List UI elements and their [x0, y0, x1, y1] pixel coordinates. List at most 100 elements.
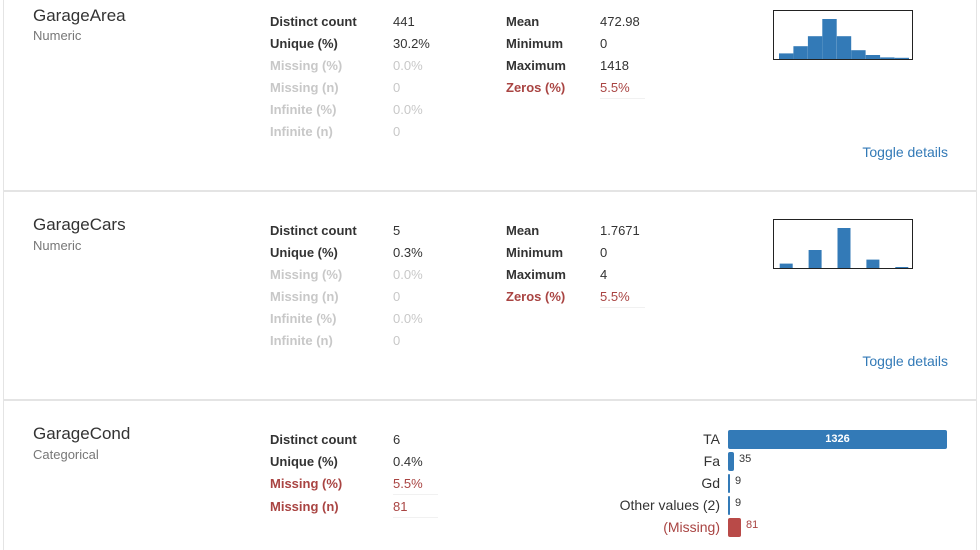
frequency-label: Gd	[701, 475, 720, 491]
stat-value: 5.5%	[600, 76, 645, 99]
stat-row: Mean 1.7671	[506, 219, 645, 241]
stat-label: Missing (%)	[270, 475, 343, 491]
stat-value: 4	[600, 266, 608, 282]
stat-row: Missing (n) 81	[270, 494, 438, 518]
stat-label: Distinct count	[270, 431, 357, 447]
stat-value: 30.2%	[393, 35, 430, 51]
stat-value: 1.7671	[600, 222, 640, 238]
histogram-bar	[894, 57, 909, 59]
frequency-count: 9	[735, 497, 742, 509]
stat-label: Mean	[506, 222, 540, 238]
variable-type: Numeric	[33, 28, 82, 43]
stat-row: Zeros (%) 5.5%	[506, 76, 645, 99]
stat-row: Zeros (%) 5.5%	[506, 285, 645, 308]
stat-value: 0	[600, 35, 608, 51]
stat-value: 0.0%	[393, 57, 423, 73]
frequency-count: 9	[735, 475, 742, 487]
stat-value: 472.98	[600, 13, 640, 29]
stat-value: 0	[393, 288, 401, 304]
frequency-count: 35	[739, 453, 752, 465]
stat-value: 1418	[600, 57, 629, 73]
variable-type: Numeric	[33, 238, 82, 253]
stat-row: Missing (%) 0.0%	[270, 54, 438, 76]
stat-row: Unique (%) 30.2%	[270, 32, 438, 54]
frequency-bar	[728, 452, 734, 471]
variable-name: GarageCond	[33, 424, 131, 443]
stat-label: Infinite (%)	[270, 310, 337, 326]
stats-table-right: Mean 1.7671 Minimum 0 Maximum 4 Zeros (%) 5.5%	[506, 219, 645, 308]
frequency-bar	[728, 496, 730, 515]
stat-row: Missing (%) 5.5%	[270, 472, 438, 495]
histogram-thumbnail[interactable]	[773, 219, 913, 269]
stats-table-right: Mean 472.98 Minimum 0 Maximum 1418 Zeros (%) 5.…	[506, 10, 645, 99]
stat-value: 5.5%	[393, 472, 438, 495]
stat-label: Minimum	[506, 35, 564, 51]
stat-label: Infinite (%)	[270, 101, 337, 117]
stat-label: Distinct count	[270, 13, 357, 29]
histogram-bar	[779, 53, 794, 59]
variable-panel-garagearea: GarageArea Numeric Distinct count 441 Uniq…	[3, 0, 977, 191]
histogram-bar	[779, 263, 793, 268]
stat-value: 5	[393, 222, 401, 238]
variable-panel-garagecars: GarageCars Numeric Distinct count 5 Unique…	[3, 191, 977, 400]
frequency-label: (Missing)	[663, 519, 720, 535]
stat-row: Maximum 1418	[506, 54, 645, 76]
stat-label: Infinite (n)	[270, 332, 333, 348]
histogram-bar	[851, 50, 866, 59]
toggle-details-link[interactable]: Toggle details	[862, 353, 948, 369]
frequency-count: 1326	[825, 433, 850, 445]
frequency-label: TA	[703, 431, 720, 447]
histogram-thumbnail[interactable]	[773, 10, 913, 60]
histogram-bar	[865, 55, 881, 59]
stat-value: 0.0%	[393, 310, 423, 326]
stats-table-left: Distinct count 6 Unique (%) 0.4% Missing (%)…	[270, 428, 438, 518]
stat-label: Missing (%)	[270, 57, 343, 73]
stat-label: Missing (n)	[270, 498, 339, 514]
stat-label: Unique (%)	[270, 453, 338, 469]
variable-name: GarageCars	[33, 215, 126, 234]
frequency-label: Other values (2)	[619, 497, 720, 513]
frequency-label: Fa	[703, 453, 720, 469]
stat-row: Distinct count 441	[270, 10, 438, 32]
stat-label: Maximum	[506, 266, 566, 282]
histogram-bar	[866, 259, 880, 268]
frequency-bar	[728, 474, 730, 493]
stat-row: Minimum 0	[506, 32, 645, 54]
stat-label: Infinite (n)	[270, 123, 333, 139]
frequency-count: 81	[746, 519, 759, 531]
histogram-bar	[895, 267, 909, 268]
histogram-bar	[793, 46, 808, 59]
stat-value: 6	[393, 431, 401, 447]
stat-row: Minimum 0	[506, 241, 645, 263]
stat-label: Missing (n)	[270, 288, 339, 304]
stat-row: Unique (%) 0.4%	[270, 450, 438, 472]
stats-table-left: Distinct count 441 Unique (%) 30.2% Missing …	[270, 10, 438, 142]
stat-value: 0	[600, 244, 608, 260]
stat-value: 5.5%	[600, 285, 645, 308]
frequency-bar	[728, 430, 947, 449]
stat-row: Missing (%) 0.0%	[270, 263, 438, 285]
stat-row: Distinct count 6	[270, 428, 438, 450]
toggle-details-link[interactable]: Toggle details	[862, 144, 948, 160]
stat-row: Maximum 4	[506, 263, 645, 285]
stat-label: Unique (%)	[270, 35, 338, 51]
histogram-bar	[822, 19, 837, 59]
stat-row: Infinite (%) 0.0%	[270, 98, 438, 120]
stat-label: Missing (%)	[270, 266, 343, 282]
stat-row: Distinct count 5	[270, 219, 438, 241]
stat-row: Infinite (n) 0	[270, 120, 438, 142]
stat-row: Unique (%) 0.3%	[270, 241, 438, 263]
stat-value: 0.0%	[393, 266, 423, 282]
histogram-bar	[807, 36, 823, 59]
histogram-bar	[836, 36, 852, 59]
stat-label: Distinct count	[270, 222, 357, 238]
stat-value: 0.3%	[393, 244, 423, 260]
stat-value: 0	[393, 123, 401, 139]
stat-row: Missing (n) 0	[270, 285, 438, 307]
stat-value: 0.4%	[393, 453, 423, 469]
stat-value: 0.0%	[393, 101, 423, 117]
stat-label: Maximum	[506, 57, 566, 73]
stat-label: Missing (n)	[270, 79, 339, 95]
frequency-bar-missing	[728, 518, 741, 537]
stat-row: Missing (n) 0	[270, 76, 438, 98]
